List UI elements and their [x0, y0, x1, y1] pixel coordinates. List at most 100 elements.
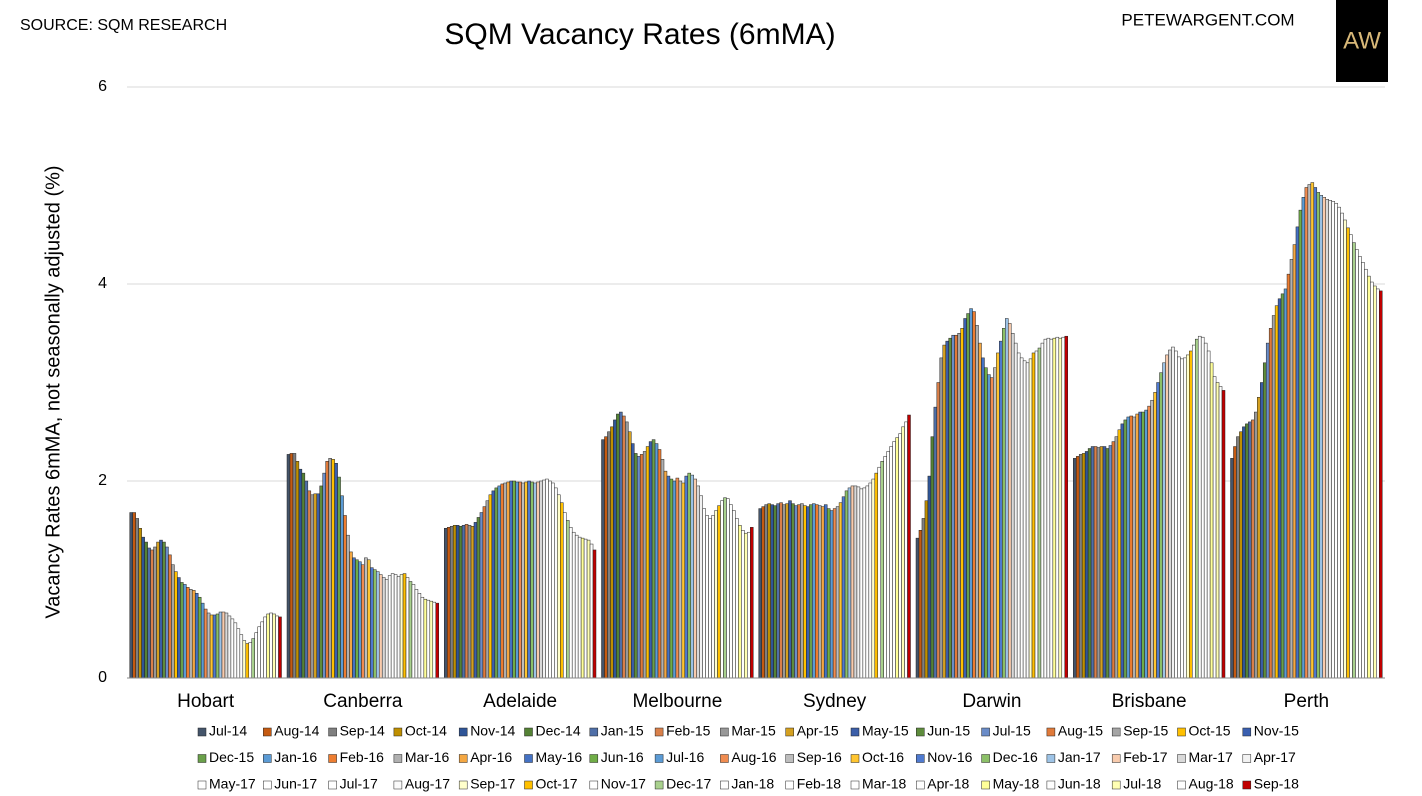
bar	[153, 546, 157, 679]
bar	[1316, 192, 1321, 679]
bar	[1123, 419, 1128, 679]
bar	[663, 470, 668, 679]
bar	[340, 495, 344, 679]
bar	[458, 526, 463, 679]
bar	[272, 613, 276, 679]
bar	[889, 446, 893, 679]
bar	[675, 477, 680, 679]
bar	[895, 437, 899, 679]
bar	[622, 415, 626, 679]
legend-label: Jan-15	[601, 723, 644, 739]
legend-swatch	[328, 727, 337, 737]
legend-swatch	[1177, 727, 1186, 737]
legend-label: Feb-16	[340, 749, 385, 765]
bar	[402, 573, 407, 679]
legend-label: May-17	[209, 776, 256, 792]
bar	[334, 463, 338, 679]
bar	[642, 451, 647, 679]
bar	[275, 615, 279, 679]
bar	[1043, 338, 1048, 679]
bar	[815, 504, 819, 679]
source-note: SOURCE: SQM RESEARCH	[20, 17, 227, 34]
bar	[732, 510, 736, 679]
bar	[669, 478, 674, 679]
bar	[812, 503, 816, 679]
bar	[1147, 405, 1151, 679]
bar	[945, 340, 949, 679]
bar	[820, 506, 825, 679]
bar	[521, 482, 525, 679]
bar	[583, 538, 588, 679]
bar	[924, 500, 929, 679]
bar	[628, 431, 632, 679]
bar	[1046, 337, 1051, 679]
bar	[794, 505, 798, 679]
bar	[515, 481, 519, 679]
bar	[1081, 453, 1086, 679]
legend-swatch	[589, 780, 599, 790]
bar	[687, 472, 692, 679]
legend-swatch	[1111, 754, 1121, 763]
bar	[461, 525, 466, 679]
bar	[557, 494, 561, 679]
legend-swatch	[916, 727, 925, 737]
y-tick-label: 2	[98, 472, 107, 489]
bar	[1319, 195, 1323, 679]
legend-swatch	[328, 780, 337, 790]
bar	[705, 515, 709, 679]
bar	[399, 574, 404, 679]
bar	[355, 559, 359, 679]
bar	[197, 596, 202, 679]
y-tick-label: 4	[98, 275, 107, 292]
bar	[636, 456, 641, 679]
bar	[1274, 305, 1279, 679]
legend-swatch	[1046, 754, 1056, 763]
bar	[470, 526, 475, 679]
bar	[446, 527, 451, 679]
bar	[996, 352, 1000, 679]
bar	[150, 549, 154, 679]
bar	[224, 612, 229, 679]
bar	[1376, 288, 1380, 679]
bar	[301, 472, 306, 679]
bar	[800, 503, 804, 679]
bar	[764, 504, 768, 679]
bar	[823, 504, 828, 679]
bar	[485, 500, 490, 679]
bar	[1162, 362, 1166, 679]
bar	[803, 505, 807, 679]
bar	[859, 488, 864, 679]
bar	[1055, 336, 1060, 679]
bar	[1058, 337, 1063, 679]
bar	[378, 574, 383, 679]
bar	[1153, 392, 1157, 679]
bar	[1322, 197, 1326, 679]
bar	[248, 642, 252, 679]
bar	[1078, 454, 1083, 679]
bar	[1242, 426, 1246, 679]
legend-label: May-18	[993, 776, 1040, 792]
legend-swatch	[328, 754, 337, 763]
legend-swatch	[981, 780, 990, 790]
bar	[524, 481, 528, 679]
bar	[289, 453, 294, 679]
bar	[1298, 209, 1303, 679]
legend-swatch	[263, 727, 272, 737]
bar	[993, 367, 997, 679]
bar	[592, 549, 597, 679]
legend-label: Oct-17	[536, 776, 578, 792]
bar	[921, 518, 926, 679]
bar	[1206, 350, 1211, 679]
bar	[429, 600, 434, 679]
bar	[1005, 318, 1009, 679]
website: PETEWARGENT.COM	[1121, 10, 1294, 29]
bar	[464, 524, 469, 679]
bar	[417, 593, 422, 679]
bar	[194, 593, 199, 679]
bar	[758, 508, 762, 679]
bar	[319, 485, 323, 679]
x-tick-label: Canberra	[323, 691, 403, 712]
bar	[975, 325, 979, 679]
bar	[1034, 350, 1039, 679]
legend-label: Mar-16	[405, 749, 450, 765]
